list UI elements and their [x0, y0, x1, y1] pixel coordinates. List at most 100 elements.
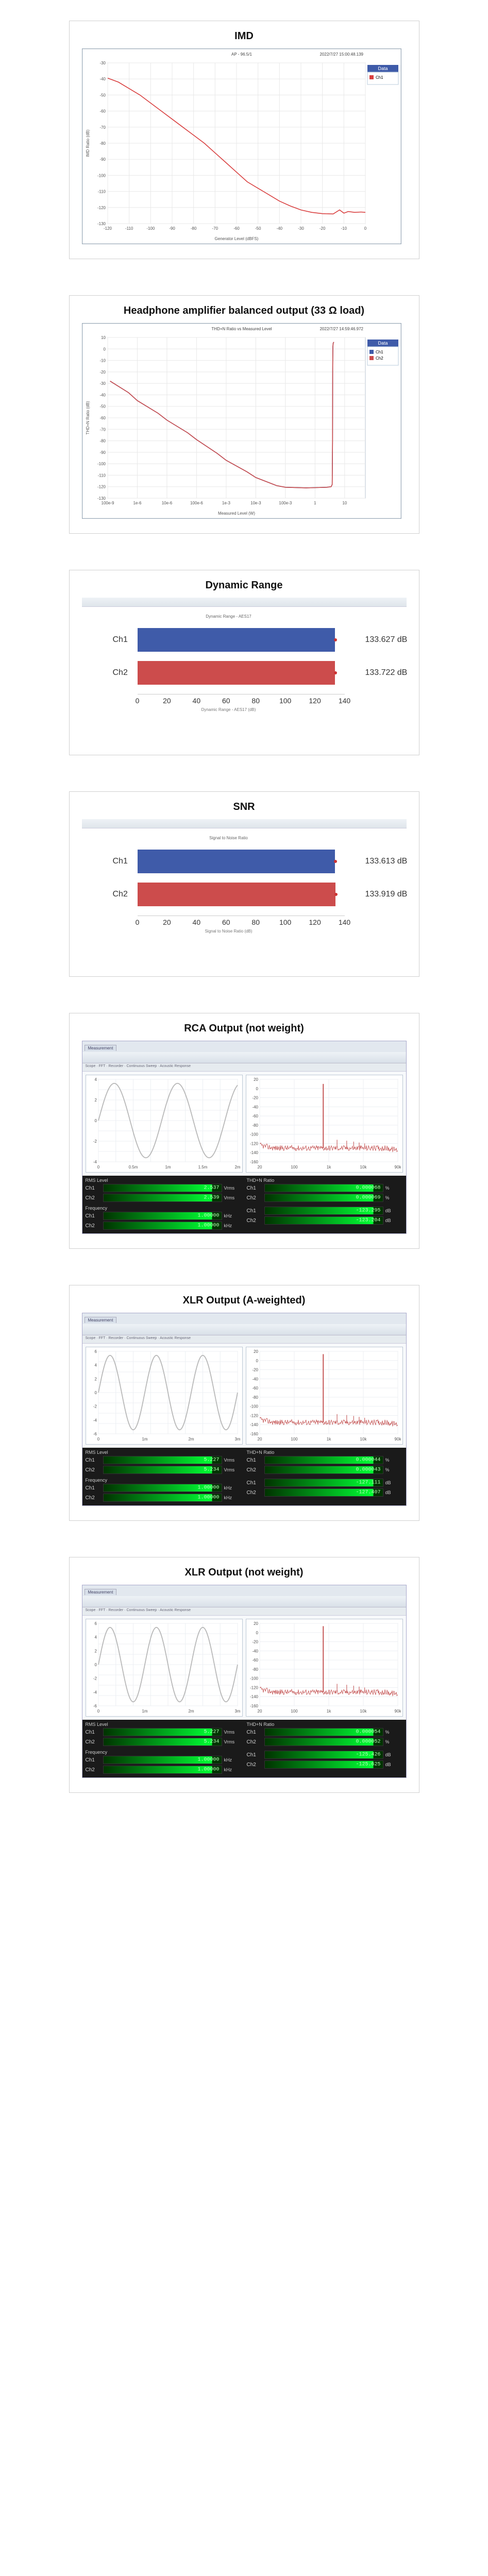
hbar-track: 133.627 dB: [138, 628, 345, 652]
meter-value: 0.000069: [356, 1195, 380, 1201]
svg-text:20: 20: [257, 1709, 262, 1714]
analyzer-tab[interactable]: Measurement: [85, 1045, 117, 1051]
analyzer-menu: Scope · FFT · Recorder · Continuous Swee…: [82, 1607, 406, 1616]
meter-ch-label: Ch1: [86, 1730, 103, 1735]
hbar-value: 133.613 dB: [365, 857, 408, 866]
svg-text:0: 0: [103, 347, 106, 351]
meter-row: Ch11.00000kHz: [86, 1484, 242, 1492]
svg-text:-140: -140: [249, 1694, 258, 1699]
svg-text:-120: -120: [249, 1413, 258, 1418]
meter-ch-label: Ch1: [86, 1213, 103, 1219]
hbar-fill: [138, 628, 335, 652]
svg-text:-120: -120: [249, 1685, 258, 1690]
meter-unit: dB: [383, 1752, 403, 1757]
svg-text:-30: -30: [99, 381, 106, 386]
hbar-label: Ch1: [113, 857, 138, 866]
analyzer-tabbar: Measurement: [82, 1041, 406, 1052]
meter-ch-label: Ch2: [86, 1495, 103, 1501]
svg-text:20: 20: [254, 1349, 258, 1354]
svg-text:4: 4: [94, 1635, 97, 1640]
svg-text:-80: -80: [99, 141, 106, 146]
hbar-label: Ch2: [113, 668, 138, 677]
meter-bar: 0.000068: [264, 1184, 383, 1192]
panel-title: XLR Output (not weight): [82, 1567, 407, 1579]
hbar-endpoint: [334, 860, 337, 863]
meter-unit: %: [383, 1467, 403, 1472]
meter-group-thdn_db: Ch1-127.111dBCh2-127.407dB: [247, 1478, 403, 1503]
meter-unit: %: [383, 1739, 403, 1744]
svg-text:-80: -80: [99, 439, 106, 444]
meter-title: THD+N Ratio: [247, 1450, 403, 1455]
svg-text:-50: -50: [99, 93, 106, 97]
scope-plot[interactable]: 01m2m3m-6-4-20246: [86, 1619, 243, 1717]
meter-bar: 1.00000: [103, 1212, 222, 1220]
svg-text:-130: -130: [97, 496, 106, 501]
meter-row: Ch15.227Vrms: [86, 1456, 242, 1464]
svg-text:-160: -160: [249, 1160, 258, 1164]
meter-title: Frequency: [86, 1750, 242, 1755]
hbar-fill: [138, 850, 335, 873]
svg-text:100e-3: 100e-3: [279, 501, 292, 505]
svg-text:-50: -50: [99, 404, 106, 409]
chart-subtitle: Signal to Noise Ratio: [113, 836, 345, 840]
meter-bar: -123.204: [264, 1216, 383, 1225]
meter-bar: 2.539: [103, 1194, 222, 1202]
svg-text:-100: -100: [249, 1132, 258, 1137]
svg-text:1.5m: 1.5m: [198, 1165, 207, 1170]
svg-text:2: 2: [94, 1649, 97, 1653]
meter-row: Ch11.00000kHz: [86, 1756, 242, 1764]
svg-text:-40: -40: [252, 1105, 258, 1109]
meter-value: 5.227: [204, 1730, 219, 1735]
svg-text:-100: -100: [97, 173, 106, 178]
svg-text:0: 0: [94, 1118, 97, 1123]
svg-text:90k: 90k: [394, 1437, 400, 1442]
meter-unit: Vrms: [222, 1185, 242, 1191]
meter-unit: kHz: [222, 1485, 242, 1490]
meter-unit: dB: [383, 1218, 403, 1223]
meter-ch-label: Ch1: [247, 1480, 264, 1486]
svg-text:20: 20: [257, 1165, 262, 1170]
scope-plot[interactable]: 01m2m3m-6-4-20246: [86, 1347, 243, 1445]
panel-title: IMD: [82, 30, 407, 42]
svg-text:0: 0: [97, 1165, 99, 1170]
panel-imd: IMDAP - 96.5/12022/7/27 15:00:48.139-130…: [69, 21, 419, 259]
fft-plot[interactable]: 201001k10k90k-160-140-120-100-80-60-40-2…: [246, 1075, 403, 1173]
hbar-value: 133.722 dB: [365, 668, 408, 677]
meter-unit: kHz: [222, 1767, 242, 1772]
svg-text:-100: -100: [146, 226, 155, 231]
svg-text:-50: -50: [255, 226, 261, 231]
svg-text:90k: 90k: [394, 1165, 400, 1170]
svg-text:-80: -80: [252, 1395, 258, 1400]
scope-plot[interactable]: 00.5m1m1.5m2m-4-2024: [86, 1075, 243, 1173]
fft-plot[interactable]: 201001k10k90k-160-140-120-100-80-60-40-2…: [246, 1347, 403, 1445]
meter-title: Frequency: [86, 1478, 242, 1483]
fft-plot[interactable]: 201001k10k90k-160-140-120-100-80-60-40-2…: [246, 1619, 403, 1717]
meter-group-thdn_db: Ch1-125.426dBCh2-125.625dB: [247, 1750, 403, 1775]
svg-text:-40: -40: [252, 1649, 258, 1653]
hbar-chart: Dynamic Range - AES17Ch1133.627 dBCh2133…: [82, 598, 407, 740]
axis-tick: 140: [339, 918, 350, 926]
meter-row: Ch25.234Vrms: [86, 1466, 242, 1474]
meter-ch-label: Ch2: [86, 1195, 103, 1201]
svg-text:-2: -2: [93, 1676, 97, 1681]
svg-text:10e-6: 10e-6: [161, 501, 172, 505]
svg-text:-40: -40: [252, 1377, 258, 1381]
svg-text:2m: 2m: [188, 1437, 194, 1442]
meter-unit: Vrms: [222, 1739, 242, 1744]
svg-text:-4: -4: [93, 1690, 97, 1694]
meter-row: Ch2-123.204dB: [247, 1216, 403, 1225]
meter-ch-label: Ch1: [247, 1458, 264, 1463]
meter-value: 5.234: [204, 1467, 219, 1473]
svg-text:1m: 1m: [165, 1165, 171, 1170]
panel-title: Dynamic Range: [82, 580, 407, 591]
meter-ch-label: Ch1: [86, 1458, 103, 1463]
analyzer-tab[interactable]: Measurement: [85, 1589, 117, 1595]
meter-title: RMS Level: [86, 1722, 242, 1727]
analyzer-toolbar: [82, 1052, 406, 1063]
svg-text:-70: -70: [99, 125, 106, 130]
svg-text:100e-9: 100e-9: [101, 501, 114, 505]
panel-rca_out: RCA Output (not weight)MeasurementScope …: [69, 1013, 419, 1249]
svg-text:10: 10: [101, 335, 106, 340]
analyzer-tab[interactable]: Measurement: [85, 1317, 117, 1323]
meter-unit: kHz: [222, 1757, 242, 1762]
